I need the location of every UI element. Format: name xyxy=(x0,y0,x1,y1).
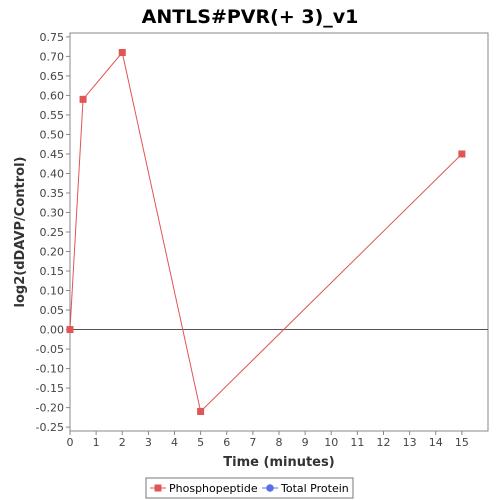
x-tick-label: 13 xyxy=(403,436,417,449)
y-tick-label: 0.20 xyxy=(40,246,65,259)
y-tick-label: -0.20 xyxy=(36,402,64,415)
legend-label-phosphopeptide: Phosphopeptide xyxy=(169,482,258,495)
data-point xyxy=(197,407,205,415)
x-tick-label: 0 xyxy=(67,436,74,449)
legend-label-total-protein: Total Protein xyxy=(280,482,349,495)
y-tick-label: 0.05 xyxy=(40,304,65,317)
y-tick-label: 0.60 xyxy=(40,89,65,102)
y-axis-label: log2(dDAVP/Control) xyxy=(13,157,28,308)
data-point xyxy=(66,326,74,334)
y-tick-label: 0.25 xyxy=(40,226,65,239)
series-layer xyxy=(66,49,466,415)
legend-box xyxy=(145,477,354,499)
y-tick-label: 0.50 xyxy=(40,128,65,141)
x-tick-label: 3 xyxy=(145,436,152,449)
y-tick-label: -0.05 xyxy=(36,343,64,356)
x-tick-label: 2 xyxy=(119,436,126,449)
y-tick-label: 0.65 xyxy=(40,70,65,83)
y-tick-label: 0.70 xyxy=(40,50,65,63)
x-tick-label: 7 xyxy=(249,436,256,449)
x-tick-label: 4 xyxy=(171,436,178,449)
x-axis: 0 1 2 3 4 5 6 7 8 9 10 11 12 13 14 15 xyxy=(67,431,469,449)
y-tick-label: -0.25 xyxy=(36,421,64,434)
x-tick-label: 12 xyxy=(377,436,391,449)
y-tick-label: 0.15 xyxy=(40,265,65,278)
y-tick-label: 0.40 xyxy=(40,167,65,180)
legend-marker-total-protein xyxy=(266,484,274,492)
data-point xyxy=(458,150,466,158)
chart-title: ANTLS#PVR(+ 3)_v1 xyxy=(142,6,359,28)
x-tick-label: 1 xyxy=(93,436,100,449)
y-axis: -0.25 -0.20 -0.15 -0.10 -0.05 0.00 0.05 0.10 0.1… xyxy=(36,31,70,434)
x-tick-label: 15 xyxy=(455,436,469,449)
y-tick-label: -0.15 xyxy=(36,382,64,395)
legend: Phosphopeptide Total Protein xyxy=(145,477,354,499)
y-tick-label: 0.00 xyxy=(40,324,65,337)
y-tick-label: -0.10 xyxy=(36,363,64,376)
y-tick-label: 0.35 xyxy=(40,187,65,200)
plot-area xyxy=(69,32,489,432)
y-tick-label: 0.45 xyxy=(40,148,65,161)
x-tick-label: 14 xyxy=(429,436,443,449)
y-tick-label: 0.75 xyxy=(40,31,65,44)
y-tick-label: 0.30 xyxy=(40,206,65,219)
y-tick-label: 0.10 xyxy=(40,285,65,298)
x-axis-label: Time (minutes) xyxy=(223,455,334,470)
x-tick-label: 6 xyxy=(223,436,230,449)
y-tick-label: 0.55 xyxy=(40,109,65,122)
data-point xyxy=(118,49,126,57)
x-tick-label: 9 xyxy=(302,436,309,449)
x-tick-label: 5 xyxy=(197,436,204,449)
x-tick-label: 11 xyxy=(350,436,364,449)
x-tick-label: 8 xyxy=(276,436,283,449)
data-point xyxy=(79,95,87,103)
x-tick-label: 10 xyxy=(324,436,338,449)
legend-marker-phosphopeptide xyxy=(154,484,162,492)
